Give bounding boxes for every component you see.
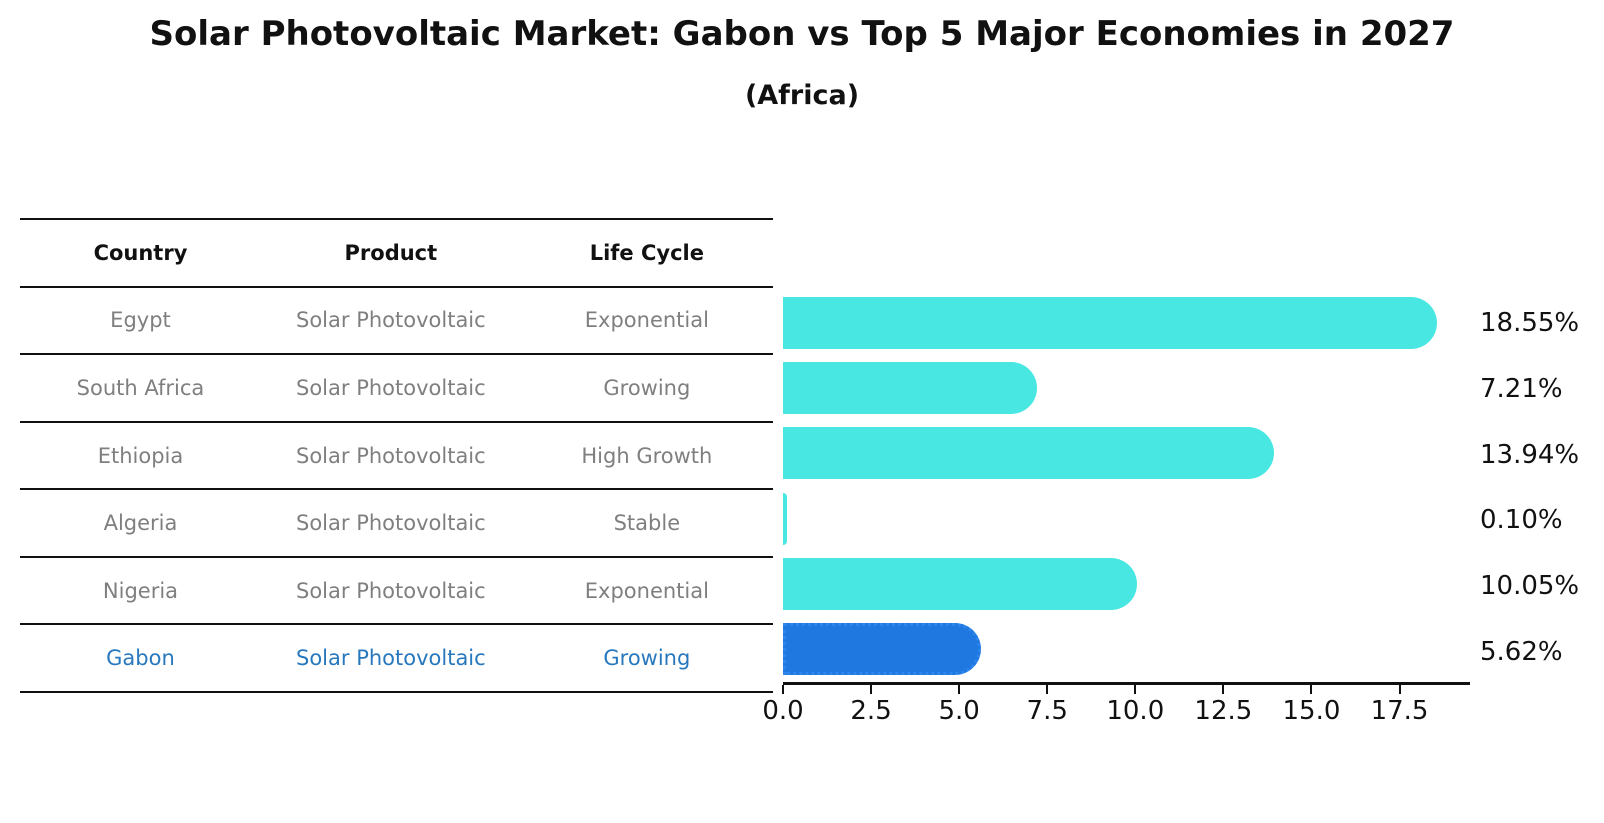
header-cell-life-cycle: Life Cycle bbox=[589, 240, 704, 265]
bar-algeria bbox=[783, 492, 787, 545]
bar-egypt bbox=[783, 296, 1437, 349]
bar-gabon-highlighted bbox=[783, 623, 981, 676]
country-table: Country Product Life Cycle Egypt Solar P… bbox=[20, 218, 773, 694]
bar-row-nigeria bbox=[783, 551, 1470, 616]
x-tick-label-5: 12.5 bbox=[1194, 696, 1253, 726]
cell-life-cycle: High Growth bbox=[581, 443, 713, 468]
x-tick-6 bbox=[1310, 685, 1313, 694]
value-label-algeria: 0.10% bbox=[1480, 505, 1563, 536]
x-tick-5 bbox=[1222, 685, 1225, 694]
cell-life-cycle: Exponential bbox=[584, 308, 709, 333]
value-label-ethiopia: 13.94% bbox=[1480, 439, 1580, 470]
cell-country: South Africa bbox=[76, 375, 205, 400]
bar-row-ethiopia bbox=[783, 421, 1470, 486]
value-label-nigeria: 10.05% bbox=[1480, 571, 1580, 602]
x-tick-label-7: 17.5 bbox=[1370, 696, 1429, 726]
x-tick-label-2: 5.0 bbox=[938, 696, 980, 726]
cell-country: Algeria bbox=[103, 511, 178, 536]
cell-country: Nigeria bbox=[102, 578, 179, 603]
bar-row-egypt bbox=[783, 290, 1470, 355]
cell-product: Solar Photovoltaic bbox=[296, 375, 486, 400]
value-label-gabon: 5.62% bbox=[1480, 637, 1563, 668]
cell-life-cycle: Growing bbox=[603, 375, 691, 400]
header-cell-country: Country bbox=[93, 240, 188, 265]
bar-south-africa bbox=[783, 361, 1037, 414]
x-tick-label-1: 2.5 bbox=[850, 696, 892, 726]
bar-row-gabon bbox=[783, 617, 1470, 682]
cell-product: Solar Photovoltaic bbox=[296, 443, 486, 468]
header-cell-product: Product bbox=[344, 240, 438, 265]
table-row-egypt: Egypt Solar Photovoltaic Exponential bbox=[20, 285, 773, 354]
x-tick-0 bbox=[782, 685, 784, 694]
chart-subtitle: (Africa) bbox=[744, 80, 860, 111]
table-row-nigeria: Nigeria Solar Photovoltaic Exponential bbox=[20, 555, 773, 624]
x-tick-2 bbox=[958, 685, 961, 694]
value-label-south-africa: 7.21% bbox=[1480, 373, 1563, 404]
table-row-ethiopia: Ethiopia Solar Photovoltaic High Growth bbox=[20, 420, 773, 489]
bar-row-south-africa bbox=[783, 355, 1470, 420]
chart-title: Solar Photovoltaic Market: Gabon vs Top … bbox=[149, 14, 1455, 54]
cell-product: Solar Photovoltaic bbox=[296, 646, 486, 671]
bar-value-labels: 18.55% 7.21% 13.94% 0.10% 10.05% 5.62% bbox=[1480, 290, 1600, 685]
bar-ethiopia bbox=[783, 427, 1275, 480]
x-tick-label-4: 10.0 bbox=[1106, 696, 1165, 726]
x-tick-label-6: 15.0 bbox=[1282, 696, 1341, 726]
table-row-gabon: Gabon Solar Photovoltaic Growing bbox=[20, 623, 773, 694]
bar-row-algeria bbox=[783, 486, 1470, 551]
cell-country: Egypt bbox=[110, 308, 171, 333]
cell-country: Ethiopia bbox=[97, 443, 184, 468]
x-tick-7 bbox=[1398, 685, 1401, 694]
cell-product: Solar Photovoltaic bbox=[296, 511, 486, 536]
table-row-algeria: Algeria Solar Photovoltaic Stable bbox=[20, 488, 773, 556]
cell-country: Gabon bbox=[106, 646, 175, 671]
x-tick-label-0: 0.0 bbox=[762, 696, 804, 726]
cell-product: Solar Photovoltaic bbox=[296, 578, 486, 603]
bar-nigeria bbox=[783, 557, 1138, 610]
table-header-row: Country Product Life Cycle bbox=[20, 218, 773, 286]
x-tick-3 bbox=[1046, 685, 1049, 694]
value-label-egypt: 18.55% bbox=[1480, 307, 1580, 338]
x-tick-4 bbox=[1134, 685, 1137, 694]
bar-chart-plot: 0.0 2.5 5.0 7.5 10.0 12.5 15.0 17.5 bbox=[762, 290, 1470, 726]
x-tick-1 bbox=[870, 685, 873, 694]
cell-life-cycle: Stable bbox=[613, 511, 681, 536]
x-tick-label-3: 7.5 bbox=[1026, 696, 1068, 726]
table-row-south-africa: South Africa Solar Photovoltaic Growing bbox=[20, 353, 773, 421]
cell-product: Solar Photovoltaic bbox=[296, 308, 486, 333]
cell-life-cycle: Exponential bbox=[584, 578, 709, 603]
cell-life-cycle: Growing bbox=[603, 646, 691, 671]
